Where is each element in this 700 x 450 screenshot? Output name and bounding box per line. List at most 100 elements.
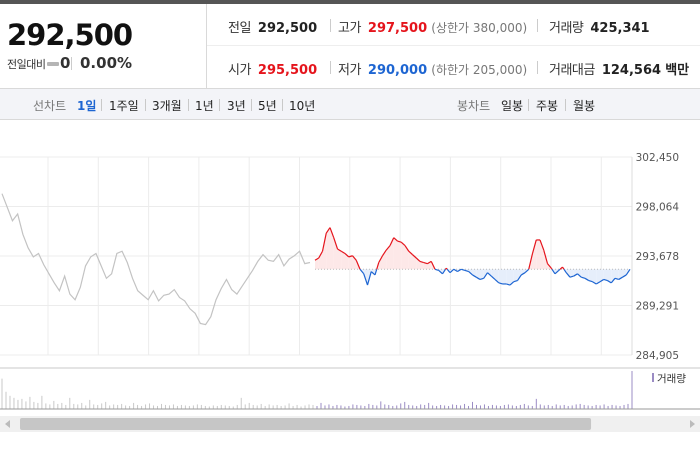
- price-line-up-segment: [445, 267, 448, 270]
- price-line-down-segment: [442, 268, 446, 275]
- price-line-up-segment: [430, 261, 436, 270]
- price-line-down-segment: [551, 268, 556, 275]
- volume-legend-swatch: [652, 373, 654, 382]
- candle-weekly[interactable]: 주봉: [536, 99, 559, 113]
- loss-area-fill: [476, 269, 480, 280]
- price-line-up-segment: [340, 250, 346, 255]
- price-line-up-segment: [528, 253, 534, 270]
- price-line-down-segment: [509, 281, 515, 286]
- price-line-up-segment: [427, 260, 432, 265]
- loss-area-fill: [510, 269, 514, 286]
- price-line-down-segment: [595, 281, 601, 285]
- period-divider: [101, 99, 102, 111]
- price-line-up-segment: [415, 257, 421, 262]
- price-line-up-segment: [408, 250, 413, 256]
- period-divider: [565, 99, 566, 111]
- stat-divider: [330, 19, 331, 32]
- current-price: 292,500: [7, 18, 133, 52]
- scrollbar-thumb[interactable]: [20, 418, 592, 430]
- price-line-down-segment: [475, 276, 481, 280]
- price-line-up-segment: [385, 245, 391, 251]
- price-line-up-segment: [531, 239, 537, 254]
- gain-area-fill: [348, 255, 353, 270]
- period-divider: [251, 99, 252, 111]
- loss-area-fill: [615, 269, 619, 280]
- period-5year[interactable]: 5년: [258, 99, 277, 113]
- period-divider: [188, 99, 189, 111]
- loss-area-fill: [600, 269, 604, 282]
- price-line-down-segment: [517, 274, 522, 281]
- line-chart-label: 선차트: [33, 99, 67, 113]
- stat-volume-value: 425,341: [590, 21, 650, 36]
- price-line-down-segment: [581, 276, 586, 279]
- loss-area-fill: [618, 269, 623, 280]
- period-3month[interactable]: 3개월: [152, 99, 182, 113]
- loss-area-fill: [603, 269, 608, 281]
- stat-open-value: 295,500: [257, 63, 318, 78]
- price-line-down-segment: [513, 279, 518, 283]
- period-1week[interactable]: 1주일: [109, 99, 139, 113]
- period-10year[interactable]: 10년: [289, 99, 316, 113]
- price-line-up-segment: [344, 253, 350, 258]
- price-line-down-segment: [498, 282, 503, 285]
- loss-area-fill: [577, 269, 582, 278]
- price-line-up-segment: [389, 237, 395, 246]
- gain-area-fill: [315, 258, 319, 270]
- period-divider: [219, 99, 220, 111]
- price-line-down-segment: [625, 268, 631, 276]
- volume-legend-label: 거래량: [657, 373, 686, 385]
- gain-area-fill: [420, 261, 424, 270]
- price-line-down-segment: [588, 279, 593, 283]
- stats-row-top: 전일 292,500 고가 297,500 (상한가 380,000) 거래량 425…: [207, 4, 700, 46]
- stat-amount-label: 거래대금: [549, 63, 595, 78]
- gain-area-fill: [423, 262, 428, 270]
- price-line-up-segment: [412, 254, 417, 259]
- period-1year[interactable]: 1년: [195, 99, 214, 113]
- price-line-up-segment: [333, 237, 339, 250]
- stat-prev-close-value: 292,500: [257, 21, 318, 36]
- scroll-right-arrow-icon[interactable]: [690, 420, 695, 428]
- price-line-down-segment: [599, 278, 605, 283]
- period-1day[interactable]: 1일: [77, 99, 97, 113]
- stat-volume: 거래량 425,341: [549, 17, 650, 36]
- stat-amount-unit: 백만: [665, 63, 690, 78]
- price-line-up-segment: [348, 255, 353, 258]
- price-line-up-segment: [400, 241, 406, 247]
- loss-area-fill: [480, 269, 484, 280]
- price-line-up-segment: [352, 255, 357, 261]
- candle-monthly[interactable]: 월봉: [573, 99, 596, 113]
- change-divider: [71, 57, 72, 70]
- price-line-up-segment: [325, 227, 331, 234]
- loss-area-fill: [585, 269, 589, 281]
- price-line-down-segment: [520, 272, 526, 276]
- candle-daily[interactable]: 일봉: [501, 99, 524, 113]
- loss-area-fill: [506, 269, 510, 286]
- price-line-down-segment: [618, 276, 623, 280]
- price-line-down-segment: [457, 268, 462, 273]
- price-line-down-segment: [506, 283, 511, 286]
- gain-area-fill: [318, 251, 323, 270]
- gain-area-fill: [408, 251, 413, 270]
- stat-amount: 거래대금 124,564 백만: [549, 59, 689, 78]
- loss-area-fill: [517, 269, 522, 281]
- stat-low: 저가 290,000 (하한가 205,000): [338, 59, 527, 78]
- gain-area-fill: [401, 242, 405, 270]
- stat-prev-close: 전일 292,500: [228, 17, 317, 36]
- price-line-down-segment: [438, 269, 443, 275]
- price-line-down-segment: [366, 271, 372, 286]
- price-line-down-segment: [558, 268, 561, 271]
- gain-area-fill: [352, 255, 357, 270]
- price-summary: 292,500 전일대비 0 0.00%: [0, 4, 207, 88]
- price-line-up-segment: [397, 240, 402, 243]
- chart-period-bar: 선차트 1일 1주일 3개월 1년 3년 5년 10년 봉차트 일봉 주봉 월봉: [0, 88, 700, 120]
- scroll-left-arrow-icon[interactable]: [5, 420, 10, 428]
- price-line-up-segment: [329, 227, 335, 238]
- loss-area-fill: [521, 269, 525, 275]
- price-line-down-segment: [610, 277, 616, 284]
- previous-day-price-line: [1, 193, 311, 326]
- gain-area-fill: [330, 227, 334, 270]
- price-line-up-segment: [382, 249, 387, 257]
- loss-area-fill: [487, 269, 492, 277]
- stat-volume-label: 거래량: [549, 21, 584, 36]
- period-3year[interactable]: 3년: [227, 99, 246, 113]
